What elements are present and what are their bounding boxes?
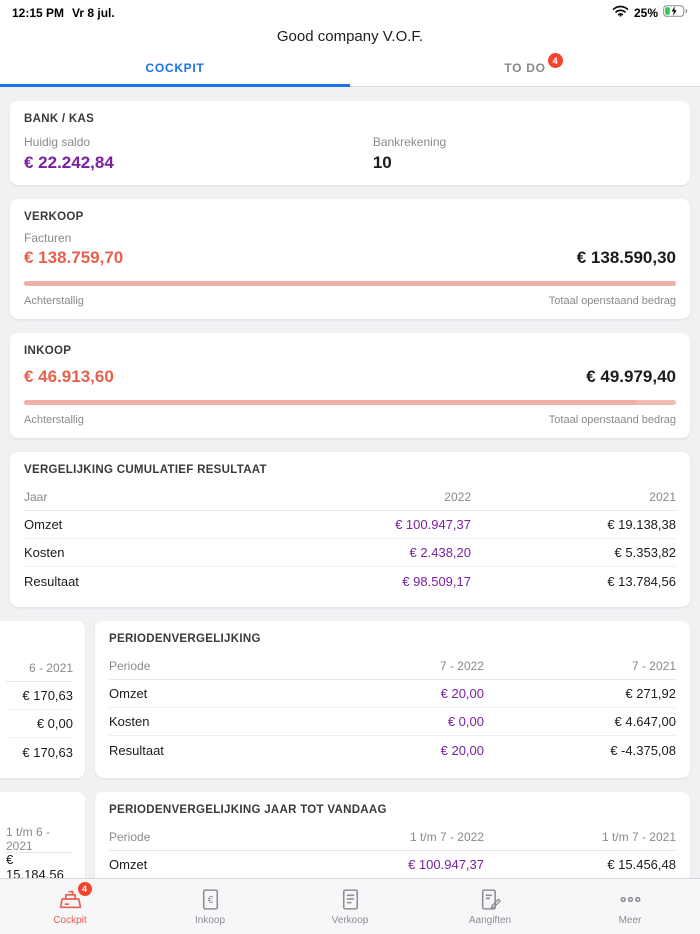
verkoop-title: VERKOOP [24,211,84,223]
verkoop-achterstallig-value: € 138.759,70 [24,248,124,267]
periode-label: Periode [109,659,151,673]
peek-value: € 170,63 [6,682,73,710]
verkoop-achterstallig-label: Achterstallig [24,295,84,307]
periode-ytd-header-row: Periode 1 t/m 7 - 2022 1 t/m 7 - 2021 [109,824,676,851]
periode-header-row: Periode 7 - 2022 7 - 2021 [109,653,676,680]
peek-period-header: 6 - 2021 [6,655,73,682]
periodenvergelijking-scroller[interactable]: 6 - 2021 € 170,63 € 0,00 € 170,63 PERIOD… [0,621,690,778]
inkoop-progress-bar [24,400,676,405]
page-title: Good company V.O.F. [0,22,700,50]
periodenvergelijking-card[interactable]: PERIODENVERGELIJKING Periode 7 - 2022 7 … [95,621,690,778]
huidig-saldo-value: € 22.242,84 [24,153,114,172]
bankrekening-value: 10 [372,153,392,172]
inkoop-openstaand-value: € 49.979,40 [586,367,676,386]
periodenvergelijking-title: PERIODENVERGELIJKING [109,633,261,645]
tabbar-item-aangiften[interactable]: Aangiften [420,879,560,934]
bank-kas-card[interactable]: BANK / KAS Huidig saldo € 22.242,84 Bank… [10,101,690,185]
periodenvergelijking-ytd-card[interactable]: PERIODENVERGELIJKING JAAR TOT VANDAAG Pe… [95,792,690,878]
tabbar-item-cockpit[interactable]: 4 Cockpit [0,879,140,934]
col-2022: 2022 [444,490,471,504]
cumulatief-title: VERGELIJKING CUMULATIEF RESULTAAT [24,464,267,476]
facturen-label: Facturen [24,231,72,245]
tabbar-item-verkoop[interactable]: Verkoop [280,879,420,934]
tabbar-item-inkoop[interactable]: € Inkoop [140,879,280,934]
col-7-2021: 7 - 2021 [631,659,676,673]
inkoop-openstaand-label: Totaal openstaand bedrag [548,414,676,426]
inkoop-achterstallig-value: € 46.913,60 [24,367,114,386]
battery-charging-icon [663,5,688,20]
verkoop-openstaand-label: Totaal openstaand bedrag [548,295,676,307]
peek-value: € 170,63 [22,744,73,760]
col-7-2022: 7 - 2022 [439,659,484,673]
status-date: Vr 8 jul. [72,5,115,20]
verkoop-card[interactable]: VERKOOP Facturen € 138.759,70 € 138.590,… [10,199,690,319]
tabbar-label: Aangiften [468,915,512,926]
table-row: Resultaat € 20,00 € -4.375,08 [109,742,676,758]
svg-text:€: € [207,895,213,906]
periodenvergelijking-ytd-scroller[interactable]: 1 t/m 6 - 2021 € 15.184,56 € -103,32 € 1… [0,792,690,878]
bankrekening-label: Bankrekening [372,135,447,149]
col-ytd-2021: 1 t/m 7 - 2021 [601,830,676,844]
inkoop-title: INKOOP [24,345,72,357]
periode-ytd-peek-card[interactable]: 1 t/m 6 - 2021 € 15.184,56 € -103,32 € 1… [0,792,85,878]
verkoop-progress-bar [24,281,676,286]
tabbar-label: Cockpit [53,915,87,926]
periode-label: Periode [109,830,151,844]
table-row: Omzet € 100.947,37 € 19.138,38 [24,511,676,539]
cockpit-badge: 4 [77,882,92,896]
tabbar-item-meer[interactable]: Meer [560,879,700,934]
verkoop-openstaand-value: € 138.590,30 [576,248,676,267]
peek-value: € 15.184,56 [6,852,73,879]
verkoop-progress-fill [24,281,676,286]
bank-kas-title: BANK / KAS [24,113,95,125]
table-row: Kosten € 0,00 € 4.647,00 [109,708,676,736]
jaar-label: Jaar [24,490,48,504]
periode-peek-card[interactable]: 6 - 2021 € 170,63 € 0,00 € 170,63 [0,621,85,778]
tab-todo[interactable]: TO DO 4 [350,50,700,86]
cumulatief-resultaat-card[interactable]: VERGELIJKING CUMULATIEF RESULTAAT Jaar 2… [10,452,690,607]
wifi-icon [612,5,629,20]
battery-percent: 25% [633,5,658,20]
status-bar: 12:15 PM Vr 8 jul. 25% [0,0,700,22]
inkoop-achterstallig-label: Achterstallig [24,414,84,426]
table-row: Omzet € 100.947,37 € 15.456,48 [109,851,676,878]
inkoop-card[interactable]: INKOOP € 46.913,60 € 49.979,40 Achtersta… [10,333,690,438]
peek-value: € 0,00 [6,710,73,738]
periodenvergelijking-ytd-title: PERIODENVERGELIJKING JAAR TOT VANDAAG [109,804,387,816]
tab-cockpit[interactable]: COCKPIT [0,50,350,87]
status-time: 12:15 PM [12,5,65,20]
inkoop-progress-fill [24,400,637,405]
tabbar-label: Meer [618,915,642,926]
cumulatief-header-row: Jaar 2022 2021 [24,484,676,511]
cash-register-icon: 4 [58,882,92,912]
cockpit-content: BANK / KAS Huidig saldo € 22.242,84 Bank… [0,87,700,878]
sales-invoice-icon [338,887,363,912]
bottom-tab-bar: 4 Cockpit € Inkoop Verkoop [0,878,700,934]
declaration-document-icon [478,887,503,912]
col-2021: 2021 [649,490,676,504]
more-dots-icon [618,887,643,912]
tabbar-label: Inkoop [194,915,226,926]
tabbar-label: Verkoop [331,915,369,926]
table-row: Omzet € 20,00 € 271,92 [109,680,676,708]
todo-badge: 4 [547,53,563,68]
top-tab-bar: COCKPIT TO DO 4 [0,50,700,87]
table-row: Kosten € 2.438,20 € 5.353,82 [24,539,676,567]
tab-todo-label: TO DO [504,61,546,75]
purchase-invoice-icon: € [198,887,223,912]
peek-period-header: 1 t/m 6 - 2021 [6,825,73,853]
huidig-saldo-label: Huidig saldo [24,135,91,149]
col-ytd-2022: 1 t/m 7 - 2022 [409,830,484,844]
table-row: Resultaat € 98.509,17 € 13.784,56 [24,573,676,589]
